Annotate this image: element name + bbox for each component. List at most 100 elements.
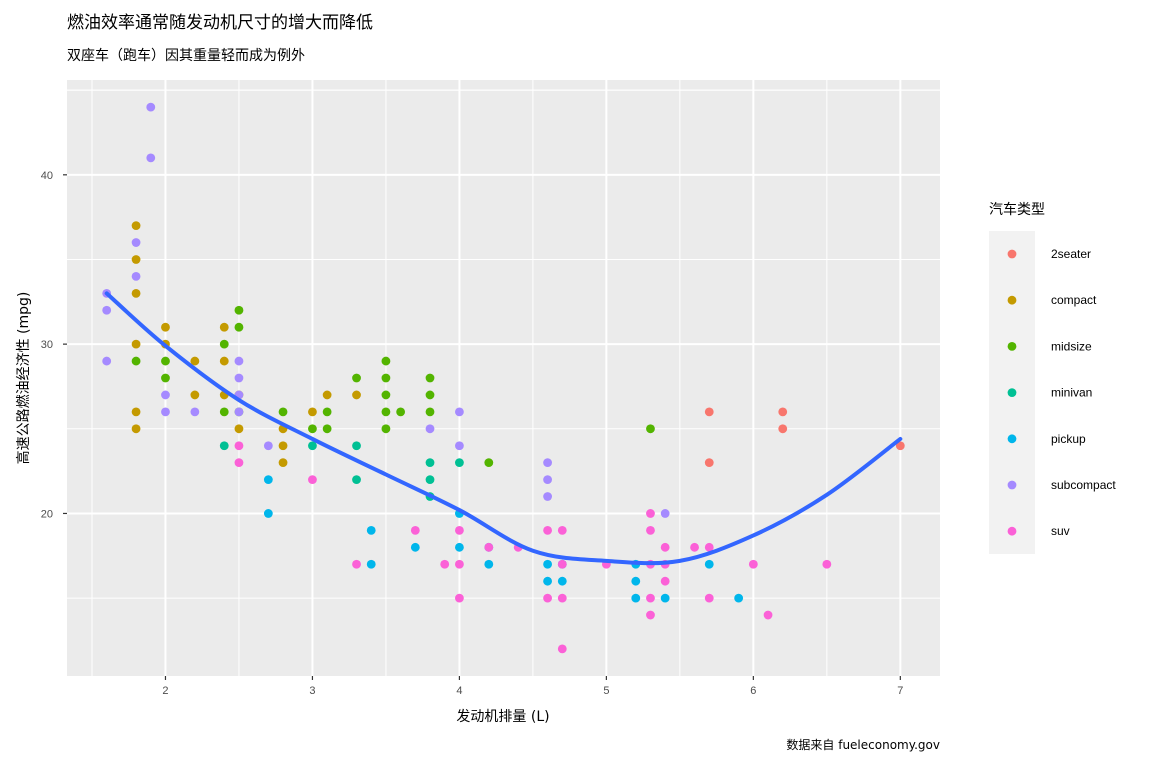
- point-midsize: [381, 373, 391, 383]
- point-midsize: [234, 305, 244, 315]
- point-suv: [557, 525, 567, 535]
- point-subcompact: [425, 424, 435, 434]
- point-suv: [543, 525, 552, 535]
- point-suv: [557, 559, 567, 569]
- point-compact: [219, 356, 229, 366]
- point-subcompact: [131, 238, 141, 247]
- x-tick-label: 3: [309, 685, 315, 697]
- point-subcompact: [190, 407, 200, 417]
- legend-label-minivan: minivan: [1051, 386, 1092, 400]
- point-subcompact: [234, 373, 244, 383]
- point-pickup: [734, 593, 744, 603]
- point-pickup: [366, 559, 376, 569]
- legend-key-suv: [1007, 526, 1017, 536]
- point-suv: [543, 593, 552, 603]
- legend-label-subcompact: subcompact: [1051, 478, 1116, 492]
- legend-key-pickup: [1007, 434, 1017, 444]
- point-suv: [822, 559, 832, 569]
- point-midsize: [381, 390, 391, 400]
- point-compact: [234, 424, 244, 434]
- point-compact: [131, 255, 141, 264]
- legend-key-subcompact: [1007, 480, 1017, 490]
- point-compact: [190, 390, 200, 400]
- x-tick-label: 5: [603, 685, 609, 697]
- point-compact: [131, 288, 141, 298]
- point-subcompact: [660, 509, 670, 518]
- legend-key-midsize: [1007, 342, 1017, 351]
- chart-caption: 数据来自 fueleconomy.gov: [786, 737, 940, 752]
- y-tick-label: 40: [41, 170, 53, 182]
- x-tick-label: 4: [456, 685, 462, 697]
- point-subcompact: [146, 153, 156, 163]
- point-suv: [455, 593, 464, 603]
- point-suv: [455, 559, 464, 569]
- point-subcompact: [161, 390, 170, 400]
- point-suv: [704, 542, 714, 552]
- point-minivan: [455, 458, 464, 468]
- point-subcompact: [543, 458, 552, 468]
- legend-label-midsize: midsize: [1051, 339, 1092, 353]
- point-compact: [322, 390, 332, 400]
- legend-key-minivan: [1007, 388, 1017, 397]
- y-axis-title: 高速公路燃油经济性 (mpg): [15, 292, 32, 465]
- point-suv: [234, 458, 244, 468]
- point-suv: [234, 441, 244, 451]
- minor-gridlines: [67, 80, 940, 676]
- point-suv: [690, 542, 699, 552]
- chart-subtitle: 双座车（跑车）因其重量轻而成为例外: [67, 47, 305, 64]
- point-minivan: [425, 475, 435, 484]
- point-suv: [410, 525, 420, 535]
- point-pickup: [455, 542, 464, 552]
- plot-panel: [67, 80, 940, 676]
- point-midsize: [425, 407, 435, 417]
- legend-key-compact: [1007, 295, 1017, 305]
- point-minivan: [352, 441, 361, 451]
- point-subcompact: [263, 441, 273, 451]
- point-compact: [161, 322, 170, 332]
- point-pickup: [366, 525, 376, 535]
- point-suv: [308, 475, 317, 484]
- point-midsize: [219, 407, 229, 417]
- point-midsize: [161, 373, 170, 383]
- point-midsize: [425, 390, 435, 400]
- x-tick-label: 2: [162, 685, 168, 697]
- point-pickup: [543, 576, 552, 586]
- point-midsize: [381, 407, 391, 417]
- point-compact: [219, 322, 229, 332]
- point-pickup: [557, 576, 567, 586]
- point-subcompact: [161, 407, 170, 417]
- x-axis-title: 发动机排量 (L): [456, 709, 549, 725]
- point-suv: [646, 610, 655, 620]
- point-2seater: [778, 424, 788, 434]
- point-subcompact: [234, 356, 244, 366]
- legend-label-suv: suv: [1051, 524, 1070, 538]
- point-suv: [557, 644, 567, 654]
- point-minivan: [425, 458, 435, 468]
- x-axis: 2 3 4 5 6 7: [162, 676, 903, 697]
- point-pickup: [410, 542, 420, 552]
- point-compact: [308, 407, 317, 417]
- chart-title: 燃油效率通常随发动机尺寸的增大而降低: [67, 13, 373, 33]
- point-compact: [131, 424, 141, 434]
- point-minivan: [219, 441, 229, 451]
- point-suv: [484, 542, 494, 552]
- point-midsize: [425, 373, 435, 383]
- point-compact: [352, 390, 361, 400]
- point-minivan: [308, 441, 317, 451]
- point-subcompact: [455, 407, 464, 417]
- legend-key-2seater: [1007, 249, 1017, 259]
- point-midsize: [352, 373, 361, 383]
- y-tick-label: 20: [41, 508, 53, 520]
- major-gridlines: [67, 80, 940, 676]
- point-pickup: [263, 475, 273, 484]
- point-suv: [352, 559, 361, 569]
- point-pickup: [543, 559, 552, 569]
- point-suv: [440, 559, 450, 569]
- legend-title: 汽车类型: [989, 201, 1045, 218]
- point-pickup: [484, 559, 494, 569]
- point-midsize: [484, 458, 494, 468]
- point-midsize: [278, 407, 288, 417]
- y-axis: 20 30 40: [41, 170, 67, 520]
- point-compact: [278, 458, 288, 468]
